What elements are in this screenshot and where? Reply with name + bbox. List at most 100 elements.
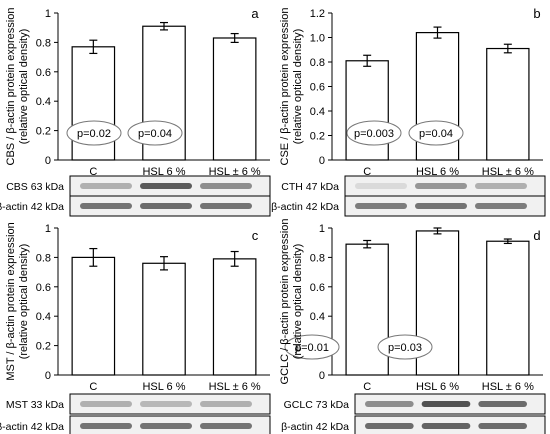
p-value-ellipse bbox=[408, 120, 464, 146]
panel-letter: a bbox=[251, 6, 259, 21]
p-value-label: p=0.04 bbox=[419, 128, 453, 140]
y-tick-label: 0.6 bbox=[36, 67, 51, 79]
blot-band bbox=[80, 401, 132, 407]
bar bbox=[212, 37, 257, 161]
y-tick-label: 0.8 bbox=[36, 252, 51, 264]
category-label: HSL ± 6 % bbox=[482, 166, 534, 178]
panel-letter: b bbox=[533, 6, 540, 21]
blot-label: CBS 63 kDa bbox=[6, 181, 64, 193]
blot-band bbox=[478, 401, 527, 407]
p-value-ellipse bbox=[377, 334, 433, 360]
category-label: C bbox=[363, 166, 371, 178]
p-value-label: p=0.003 bbox=[354, 128, 394, 140]
blot-band bbox=[80, 423, 132, 429]
blot-band bbox=[140, 183, 192, 189]
y-axis-subtitle: (relative optical density) bbox=[292, 244, 304, 360]
y-axis-title: MST / β-actin protein expression bbox=[5, 222, 17, 380]
blot-band bbox=[421, 423, 471, 429]
y-tick-label: 0.6 bbox=[36, 282, 51, 294]
blot-band bbox=[355, 183, 407, 189]
category-label: C bbox=[89, 381, 97, 393]
y-tick-label: 0.8 bbox=[310, 57, 325, 69]
category-label: HSL 6 % bbox=[416, 166, 459, 178]
blot-label: MST 33 kDa bbox=[6, 399, 64, 411]
y-axis-title: CSE / β-actin protein expression bbox=[279, 8, 291, 166]
y-tick-label: 0 bbox=[45, 155, 51, 167]
y-tick-label: 0 bbox=[45, 370, 51, 382]
y-tick-label: 0.6 bbox=[310, 282, 325, 294]
blot-band bbox=[140, 203, 192, 209]
panel-letter: d bbox=[533, 228, 540, 243]
y-tick-label: 0.6 bbox=[310, 82, 325, 94]
y-tick-label: 0.2 bbox=[36, 341, 51, 353]
bar bbox=[212, 258, 257, 376]
chart-panel-a: 0 0.2 0.4 0.6 0.8 1 C HSL 6 % HSL ± 6 % p=0.02 p=0… bbox=[0, 6, 271, 217]
y-axis-title: CBS / β-actin protein expression bbox=[5, 8, 17, 166]
bar bbox=[142, 262, 186, 376]
blot-band bbox=[355, 203, 407, 209]
blot-label: β-actin 42 kDa bbox=[0, 421, 64, 433]
p-value-label: p=0.02 bbox=[77, 128, 111, 140]
blot-band bbox=[200, 203, 252, 209]
y-tick-label: 0.8 bbox=[310, 252, 325, 264]
y-tick-label: 0.8 bbox=[36, 37, 51, 49]
bar bbox=[486, 47, 530, 161]
y-axis-title: GCLC / β-actin protein expression bbox=[279, 219, 291, 385]
chart-panel-c: 0 0.2 0.4 0.6 0.8 1 C HSL 6 % HSL ± 6 % c MST / β-… bbox=[0, 222, 271, 434]
blot-label: GCLC 73 kDa bbox=[284, 399, 350, 411]
y-tick-label: 0.4 bbox=[310, 311, 325, 323]
p-value-label: p=0.01 bbox=[295, 342, 329, 354]
panel-letter: c bbox=[252, 228, 259, 243]
y-tick-label: 1.2 bbox=[310, 8, 325, 20]
blot-label: β-actin 42 kDa bbox=[281, 421, 349, 433]
category-label: HSL ± 6 % bbox=[209, 381, 261, 393]
y-tick-label: 0.2 bbox=[310, 131, 325, 143]
y-tick-label: 0.2 bbox=[36, 126, 51, 138]
blot-band bbox=[80, 183, 132, 189]
y-tick-label: 0.4 bbox=[310, 106, 325, 118]
blot-band bbox=[200, 423, 252, 429]
category-label: C bbox=[363, 381, 371, 393]
blot-band bbox=[475, 203, 527, 209]
blot-band bbox=[365, 401, 414, 407]
bar bbox=[345, 243, 389, 376]
p-value-ellipse bbox=[66, 120, 122, 146]
p-value-ellipse bbox=[127, 120, 183, 146]
chart-panel-b: 0 0.2 0.4 0.6 0.8 1.0 1.2 C HSL 6 % HSL ± 6 % p=0.… bbox=[271, 6, 546, 217]
category-label: C bbox=[89, 166, 97, 178]
blot-band bbox=[365, 423, 414, 429]
y-tick-label: 0.4 bbox=[36, 311, 51, 323]
blot-band bbox=[421, 401, 471, 407]
y-tick-label: 1 bbox=[319, 223, 325, 235]
y-tick-label: 0.4 bbox=[36, 96, 51, 108]
y-tick-label: 0 bbox=[319, 370, 325, 382]
blot-band bbox=[80, 203, 132, 209]
blot-band bbox=[140, 401, 192, 407]
y-tick-label: 1 bbox=[45, 223, 51, 235]
blot-label: CTH 47 kDa bbox=[281, 181, 339, 193]
y-axis-subtitle: (relative optical density) bbox=[18, 29, 30, 145]
p-value-label: p=0.04 bbox=[138, 128, 172, 140]
blot-band bbox=[478, 423, 527, 429]
category-label: HSL 6 % bbox=[416, 381, 459, 393]
category-label: HSL 6 % bbox=[142, 166, 185, 178]
blot-label: β-actin 42 kDa bbox=[271, 201, 339, 213]
blot-band bbox=[200, 183, 252, 189]
y-axis-subtitle: (relative optical density) bbox=[18, 244, 30, 360]
y-axis-subtitle: (relative optical density) bbox=[292, 29, 304, 145]
blot-band bbox=[415, 183, 467, 189]
blot-label: β-actin 42 kDa bbox=[0, 201, 64, 213]
category-label: HSL 6 % bbox=[142, 381, 185, 393]
category-label: HSL ± 6 % bbox=[482, 381, 534, 393]
blot-band bbox=[415, 203, 467, 209]
blot-band bbox=[200, 401, 252, 407]
blot-band bbox=[140, 423, 192, 429]
bar bbox=[486, 240, 530, 376]
y-tick-label: 1.0 bbox=[310, 33, 325, 45]
y-tick-label: 0 bbox=[319, 155, 325, 167]
y-tick-label: 1 bbox=[45, 8, 51, 20]
blot-band bbox=[475, 183, 527, 189]
p-value-ellipse bbox=[346, 120, 402, 146]
